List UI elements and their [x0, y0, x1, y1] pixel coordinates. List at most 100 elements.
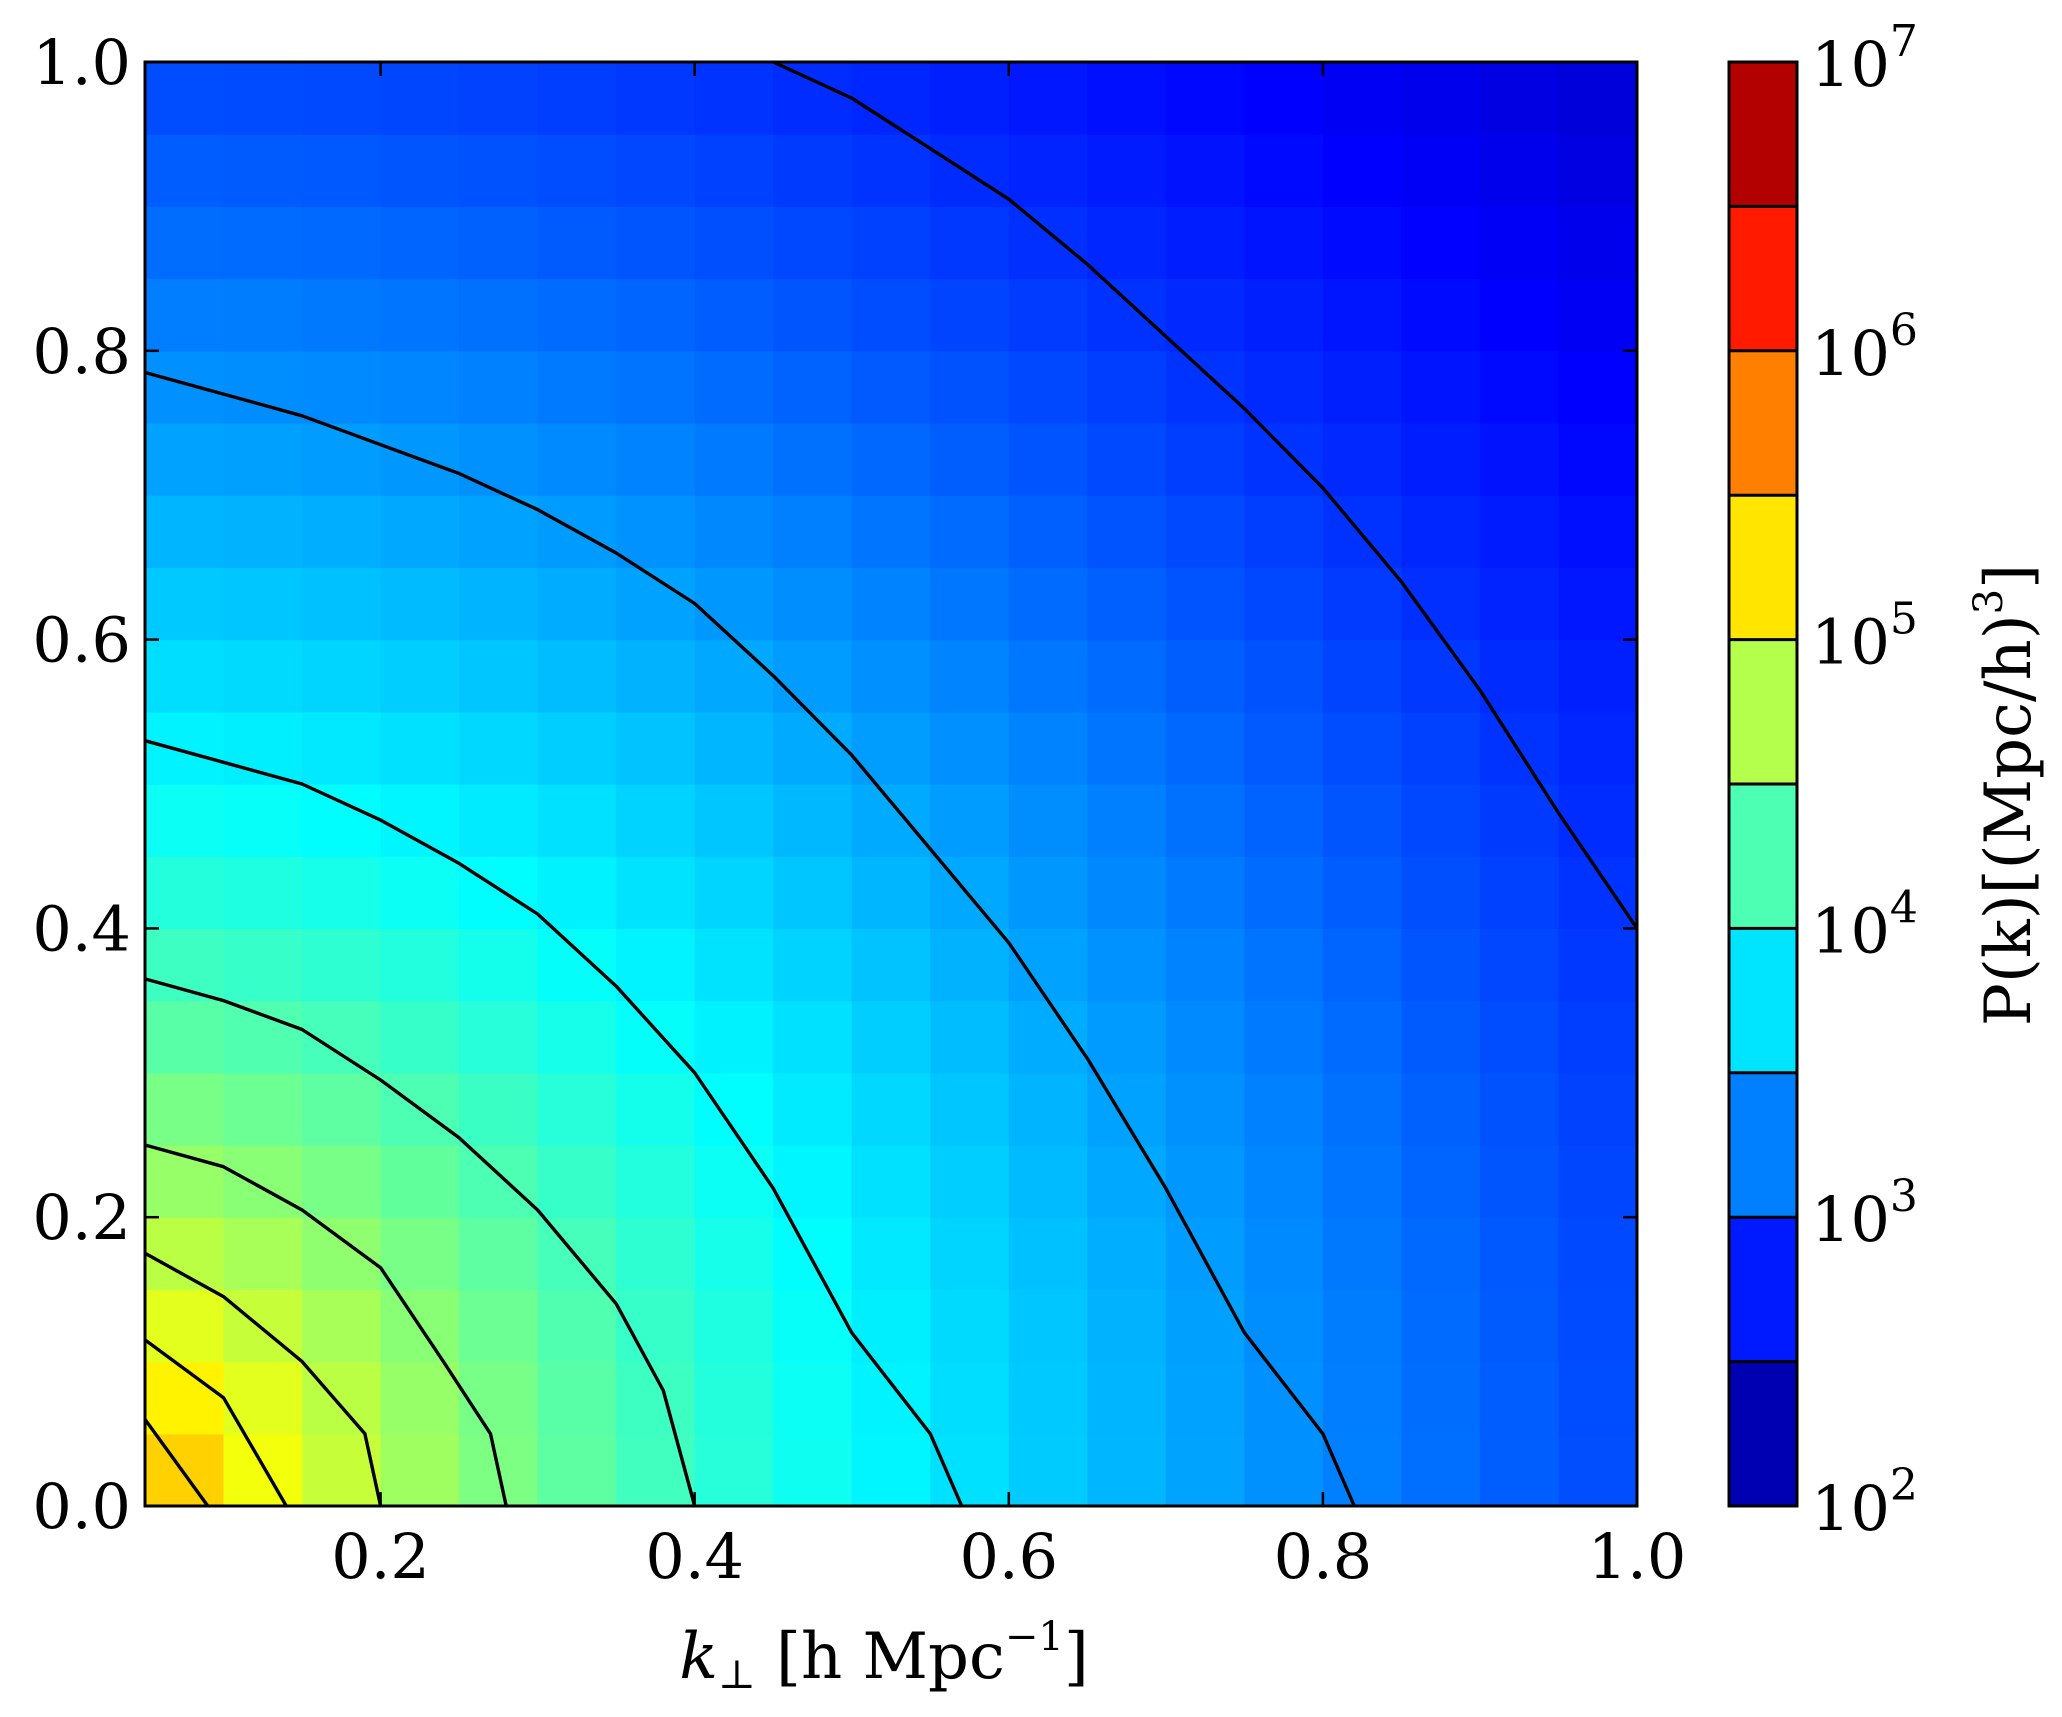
heatmap-cell	[694, 1289, 774, 1363]
colorbar-tick-base: 10	[1811, 28, 1890, 101]
heatmap-cell	[223, 278, 303, 352]
heatmap-cell	[1401, 495, 1481, 568]
heatmap-cell	[1322, 134, 1403, 207]
heatmap-cell	[1558, 1072, 1638, 1146]
heatmap-cell	[537, 1000, 617, 1074]
colorbar-band	[1729, 1217, 1797, 1363]
colorbar-tick-exponent: 5	[1890, 594, 1918, 645]
heatmap-cell	[1244, 62, 1324, 135]
heatmap-cell	[930, 1000, 1010, 1074]
heatmap-cell	[694, 856, 774, 929]
heatmap-cell	[1322, 1217, 1403, 1290]
heatmap-cell	[537, 350, 617, 424]
heatmap-cell	[1401, 350, 1481, 424]
y-tick-label: 0.4	[32, 892, 131, 965]
heatmap-cell	[1401, 1072, 1481, 1146]
heatmap-cell	[694, 1000, 774, 1074]
heatmap-cell	[694, 1433, 774, 1507]
y-tick-label: 0.8	[32, 315, 131, 388]
heatmap-cell	[616, 1217, 696, 1290]
heatmap-cell	[851, 206, 931, 280]
contour-line-c1	[143, 1418, 210, 1507]
heatmap-cell	[1322, 711, 1403, 785]
y-tick-label: 0.2	[32, 1181, 131, 1254]
heatmap-cell	[380, 134, 460, 207]
heatmap-cell	[1008, 206, 1088, 280]
colorbar-contour-levels	[1729, 204, 1797, 1364]
heatmap-cell	[616, 928, 696, 1002]
heatmap-cell	[1479, 206, 1560, 280]
heatmap-cell	[459, 928, 539, 1002]
heatmap-cell	[930, 928, 1010, 1002]
heatmap-cell	[223, 784, 303, 857]
x-axis-label-rest: [h Mpc	[756, 1620, 1005, 1694]
heatmap-cell	[1244, 567, 1324, 641]
heatmap-cell	[1401, 639, 1481, 713]
heatmap-cell	[1165, 134, 1245, 207]
heatmap-cell	[380, 1145, 460, 1218]
heatmap-cell	[459, 1289, 539, 1363]
heatmap-cell	[223, 856, 303, 929]
heatmap-cell	[1165, 567, 1245, 641]
heatmap-cell	[1558, 1289, 1638, 1363]
heatmap-cell	[1479, 62, 1560, 135]
x-tick-label: 0.2	[331, 1520, 430, 1593]
contour-line-c3	[144, 1251, 383, 1507]
y-tick-label: 0.0	[32, 1470, 131, 1543]
heatmap-cell	[459, 278, 539, 352]
colorbar-tick-exponent: 7	[1890, 16, 1918, 67]
heatmap-cell	[1244, 1361, 1324, 1435]
colorbar-tick-label: 103	[1811, 1171, 1918, 1256]
heatmap-cell	[1008, 1072, 1088, 1146]
heatmap-cell	[773, 1000, 853, 1074]
heatmap-cell	[773, 278, 853, 352]
heatmap-cell	[302, 350, 382, 424]
heatmap-cell	[1244, 1000, 1324, 1074]
x-axis-label-close: ]	[1064, 1620, 1089, 1694]
heatmap-cell	[1479, 1145, 1560, 1218]
x-axis-label-base: k	[679, 1620, 718, 1694]
heatmap-cell	[1322, 62, 1403, 135]
heatmap-cell	[930, 784, 1010, 857]
heatmap-cell	[1165, 1072, 1245, 1146]
heatmap-cell	[537, 928, 617, 1002]
heatmap-cell	[145, 350, 225, 424]
heatmap-cell	[1322, 495, 1403, 568]
heatmap-cell	[537, 567, 617, 641]
heatmap-cell	[145, 856, 225, 929]
colorbar-label: P(k)[(Mpc/h)3]	[1966, 564, 2046, 1026]
heatmap-cell	[1244, 134, 1324, 207]
heatmap-cell	[302, 856, 382, 929]
heatmap-cell	[1479, 1000, 1560, 1074]
heatmap-cell	[1087, 1145, 1167, 1218]
colorbar-band	[1729, 62, 1797, 207]
heatmap-cell	[1244, 278, 1324, 352]
heatmap-cell	[1401, 856, 1481, 929]
heatmap-cell	[1401, 1145, 1481, 1218]
heatmap-cell	[1087, 784, 1167, 857]
heatmap-cell	[694, 423, 774, 496]
heatmap-cell	[773, 1433, 853, 1507]
contour-line-c2	[143, 1338, 288, 1507]
heatmap-cell	[1244, 928, 1324, 1002]
heatmap-cell	[616, 1145, 696, 1218]
heatmap-cell	[1087, 711, 1167, 785]
heatmap-cell	[773, 711, 853, 785]
heatmap-cell	[851, 1289, 931, 1363]
heatmap-cell	[1087, 639, 1167, 713]
heatmap-cell	[1008, 278, 1088, 352]
heatmap-cell	[537, 1361, 617, 1435]
heatmap-cell	[616, 784, 696, 857]
heatmap-cell	[1244, 1145, 1324, 1218]
heatmap-cell	[694, 1145, 774, 1218]
heatmap-cell	[537, 1433, 617, 1507]
colorbar-tick-base: 10	[1811, 317, 1890, 390]
heatmap-cell	[616, 495, 696, 568]
colorbar-band	[1729, 784, 1797, 929]
heatmap-cell	[1244, 1433, 1324, 1507]
heatmap-cell	[930, 1072, 1010, 1146]
heatmap-cell	[930, 1289, 1010, 1363]
heatmap-cell	[380, 856, 460, 929]
heatmap-cell	[380, 784, 460, 857]
